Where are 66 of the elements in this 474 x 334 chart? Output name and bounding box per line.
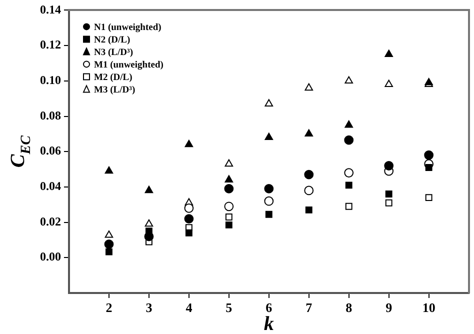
x-tick-label: 2 — [106, 300, 112, 316]
point — [345, 182, 352, 189]
x-tick-label: 6 — [266, 300, 273, 316]
point — [185, 229, 192, 236]
legend-label: N1 (unweighted) — [94, 23, 162, 34]
point — [225, 221, 232, 228]
point — [224, 159, 234, 167]
x-tick-label: 5 — [226, 300, 233, 316]
point — [344, 168, 354, 178]
y-tick-label: 0.10 — [40, 72, 61, 87]
point — [264, 196, 274, 206]
point — [144, 232, 154, 242]
x-tick-label: 9 — [386, 300, 393, 316]
point — [224, 202, 234, 212]
point — [144, 219, 154, 227]
point — [264, 99, 274, 106]
point — [184, 203, 194, 213]
point — [224, 184, 234, 194]
point — [344, 76, 353, 84]
y-tick-label: 0.08 — [40, 108, 61, 122]
point — [305, 206, 312, 214]
point — [104, 240, 114, 249]
point — [104, 166, 114, 174]
point — [425, 164, 432, 171]
point — [264, 132, 274, 140]
point — [184, 140, 194, 148]
point — [385, 190, 392, 198]
point — [104, 230, 114, 238]
point — [345, 202, 352, 210]
point — [225, 214, 232, 220]
point — [106, 248, 112, 256]
y-tick-label: 0.12 — [40, 38, 61, 52]
point — [384, 161, 394, 170]
legend-label: N3 (L/D³) — [94, 48, 133, 58]
point — [344, 120, 353, 128]
x-axis-title: k — [264, 313, 274, 334]
y-tick-label: 0.00 — [40, 250, 61, 264]
point — [425, 194, 432, 202]
legend-label: M3 (L/D³) — [94, 86, 136, 96]
point — [384, 80, 393, 88]
y-tick-label: 0.02 — [40, 214, 61, 228]
legend-label: N2 (D/L) — [94, 36, 130, 46]
point — [344, 135, 354, 145]
x-tick-label: 10 — [422, 300, 436, 316]
x-tick-label: 7 — [306, 300, 313, 316]
point — [184, 214, 194, 224]
y-tick-label: 0.04 — [40, 179, 61, 194]
point — [385, 199, 392, 206]
point — [264, 184, 274, 194]
legend-label: M2 (D/L) — [94, 73, 132, 84]
point — [265, 210, 272, 218]
legend-label: M1 (unweighted) — [94, 60, 164, 71]
point — [304, 129, 314, 137]
y-tick-label: 0.14 — [40, 2, 61, 16]
point — [424, 150, 434, 160]
point — [304, 170, 314, 180]
point — [384, 50, 393, 57]
point — [304, 186, 314, 196]
x-tick-label: 8 — [346, 300, 353, 316]
y-tick-label: 0.06 — [40, 144, 61, 158]
point — [144, 186, 154, 194]
point — [224, 175, 234, 182]
y-axis-title: CEC — [7, 134, 34, 168]
x-tick-label: 4 — [186, 300, 193, 316]
point — [304, 83, 314, 91]
x-tick-label: 3 — [146, 300, 153, 316]
